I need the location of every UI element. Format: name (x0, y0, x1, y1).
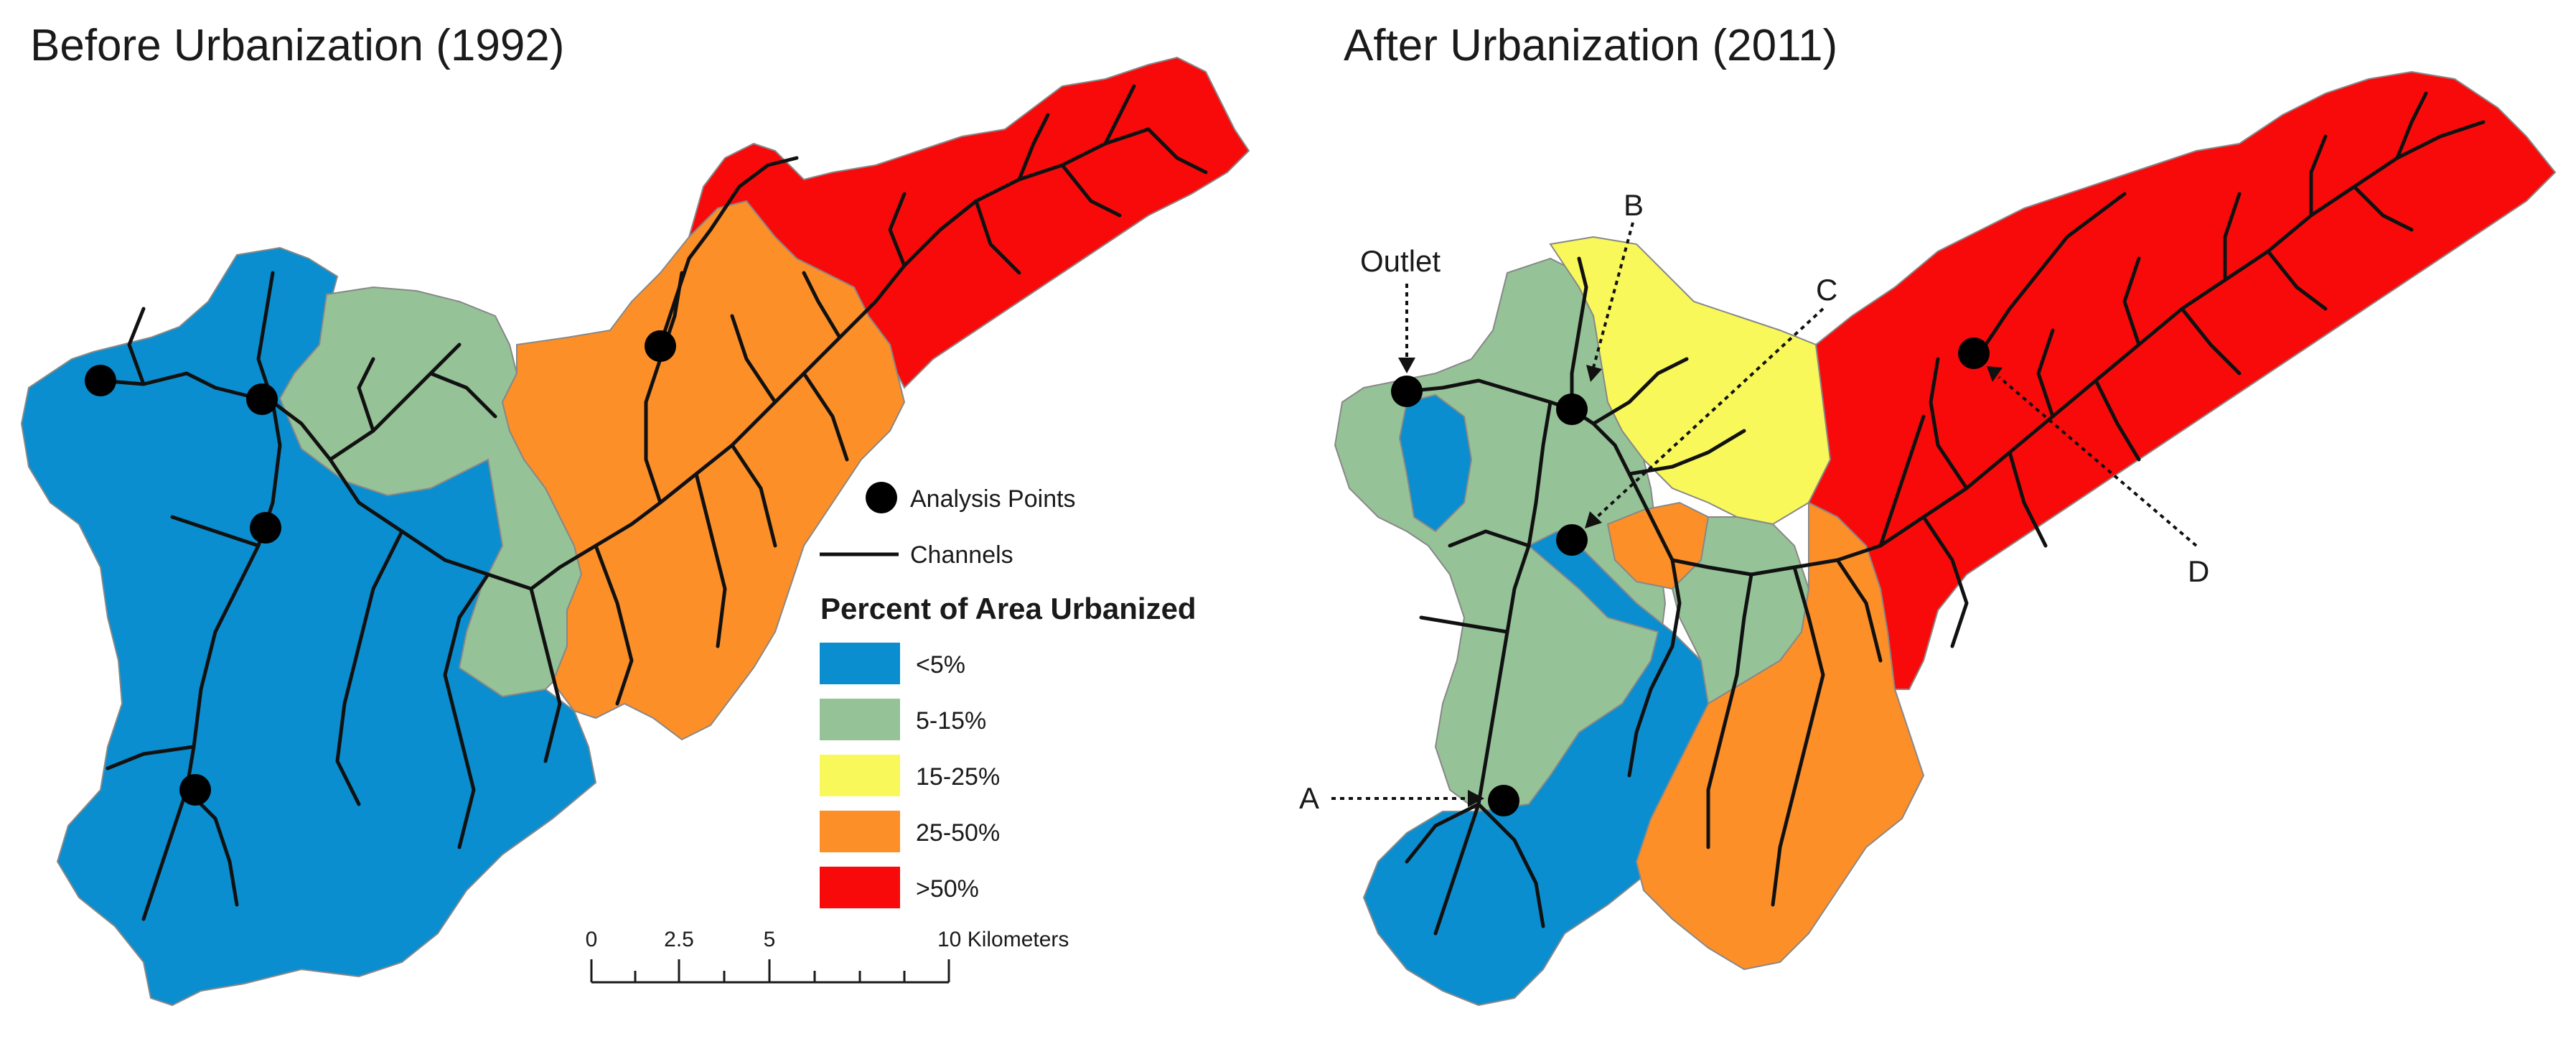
subbasin-green (278, 286, 583, 698)
legend-class-label: >50% (916, 875, 979, 903)
map-title-before: Before Urbanization (1992) (30, 21, 565, 70)
analysis-point (179, 774, 211, 806)
legend-swatch (820, 643, 900, 684)
legend-class-label: 25-50% (916, 819, 1000, 847)
analysis-point (645, 330, 676, 362)
analysis-point (246, 383, 278, 415)
analysis-point-a (1488, 785, 1519, 816)
analysis-point (250, 512, 281, 544)
analysis-point-b (1556, 393, 1588, 425)
analysis-points-before (85, 330, 676, 806)
annotation-arrowheads (1398, 358, 2003, 807)
analysis-point-outlet (1391, 376, 1423, 407)
scale-tick-label: 2.5 (664, 928, 694, 951)
scale-bar-line (590, 959, 950, 984)
legend-swatch (820, 811, 900, 852)
subbasins-after (1334, 70, 2557, 1007)
scale-tick-label: 5 (764, 928, 776, 951)
analysis-points-after (1391, 337, 1990, 816)
map-title-after: After Urbanization (2011) (1344, 21, 1838, 70)
subbasin-red (1807, 70, 2557, 690)
scale-bar: 0 2.5 5 10 Kilometers (586, 928, 1069, 984)
legend-channels-label: Channels (910, 541, 1013, 569)
legend-swatch (820, 755, 900, 796)
legend-class-label: 5-15% (916, 707, 986, 735)
subbasins-before (20, 56, 1250, 1007)
annotation-d-label: D (2188, 554, 2209, 588)
legend-swatch (820, 867, 900, 908)
map-before-urbanization: Analysis Points Channels Percent of Area… (20, 56, 1250, 1007)
analysis-point (85, 365, 116, 396)
legend-class-label: 15-25% (916, 763, 1000, 791)
legend-class-label: <5% (916, 651, 965, 679)
annotation-c-label: C (1816, 273, 1837, 307)
analysis-point-c (1556, 524, 1588, 556)
scale-tick-label: 0 (586, 928, 598, 951)
legend-analysis-point-symbol (866, 482, 897, 513)
annotation-b-label: B (1624, 188, 1644, 222)
legend-swatch (820, 699, 900, 740)
annotation-a-label: A (1299, 781, 1319, 815)
legend-analysis-points-label: Analysis Points (910, 485, 1076, 513)
legend: Analysis Points Channels Percent of Area… (820, 482, 1196, 908)
legend-heading: Percent of Area Urbanized (820, 592, 1196, 625)
map-after-urbanization: Outlet B C D A (1299, 70, 2557, 1007)
scale-tick-label: 10 Kilometers (937, 928, 1069, 951)
analysis-point-d (1958, 337, 1990, 369)
channels-before (98, 84, 1208, 921)
subbasin-blue (1398, 393, 1473, 533)
legend-swatches: <5% 5-15% 15-25% 25-50% >50% (820, 643, 1000, 908)
annotation-outlet-label: Outlet (1360, 244, 1441, 278)
annotations (1331, 222, 2198, 800)
